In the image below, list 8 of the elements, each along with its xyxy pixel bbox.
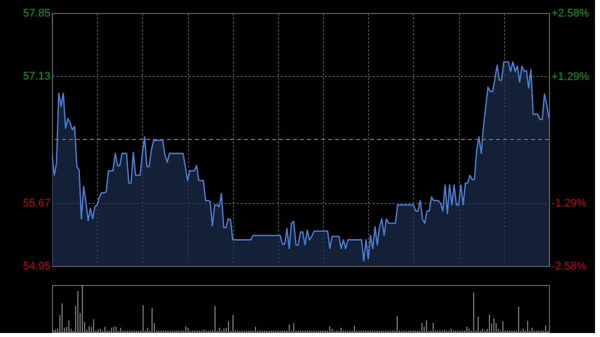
y2-tick-label: +2.58% [552, 8, 590, 20]
y2-tick-label: -1.29% [552, 197, 587, 210]
y-tick-label: 55.67 [22, 198, 50, 210]
y2-tick-label: +1.29% [552, 70, 590, 83]
y-tick-label: 57.85 [22, 8, 50, 20]
y2-tick-label: -2.58% [552, 260, 587, 272]
y-tick-label: 57.13 [22, 70, 50, 82]
y-tick-label: 54.95 [22, 260, 50, 272]
